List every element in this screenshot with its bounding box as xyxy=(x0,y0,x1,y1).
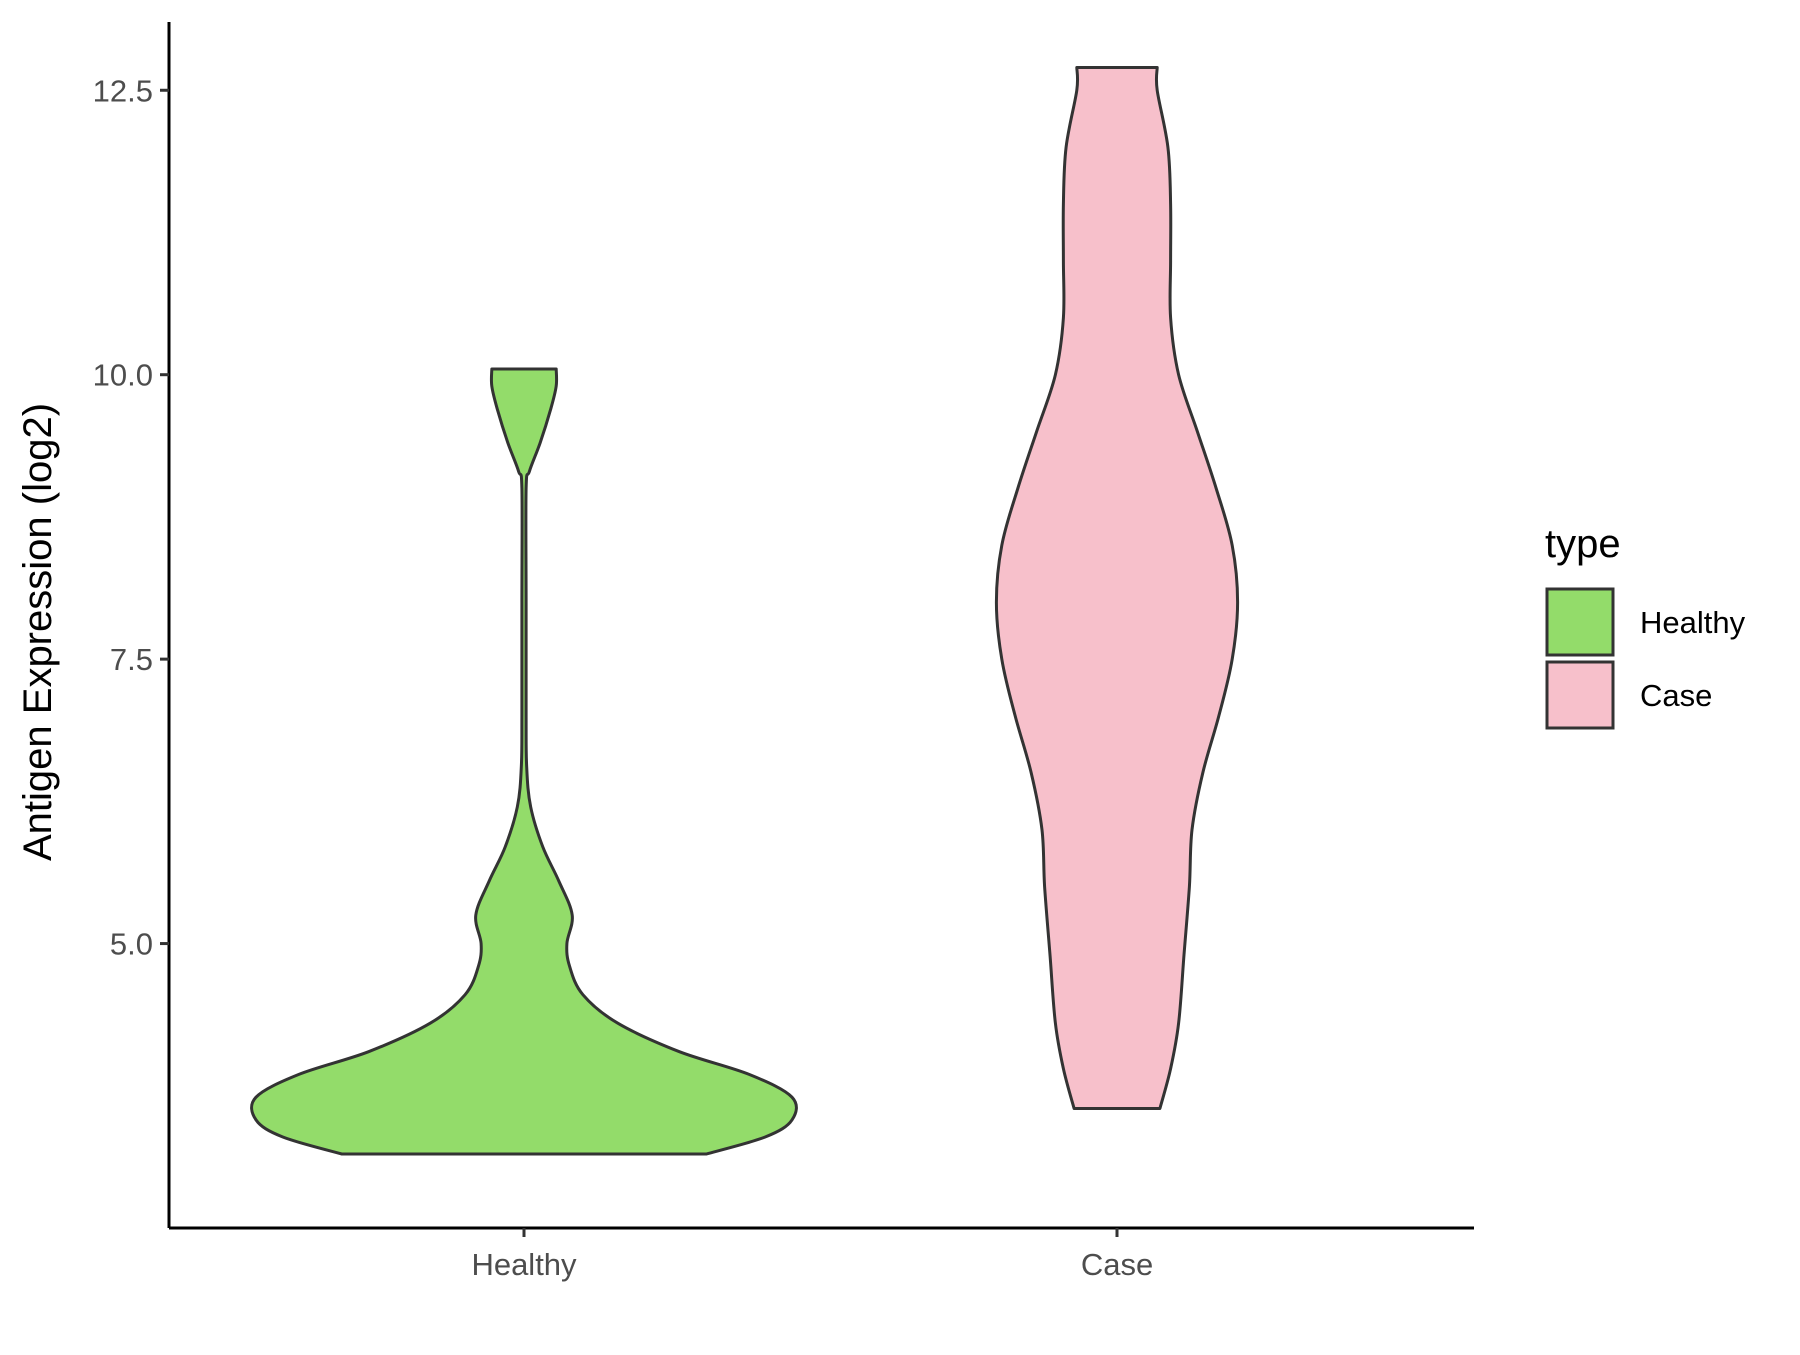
legend-title: type xyxy=(1545,522,1621,566)
y-tick-label: 7.5 xyxy=(110,642,153,677)
y-tick-label: 12.5 xyxy=(93,73,153,108)
x-tick-label: Case xyxy=(1081,1247,1153,1282)
legend-label-case: Case xyxy=(1640,678,1712,713)
y-axis-title: Antigen Expression (log2) xyxy=(16,403,60,861)
y-tick-label: 5.0 xyxy=(110,927,153,962)
y-tick-label: 10.0 xyxy=(93,358,153,393)
violin-healthy xyxy=(250,367,798,1156)
x-tick-label: Healthy xyxy=(471,1247,577,1282)
legend-label-healthy: Healthy xyxy=(1640,605,1746,640)
violin-layer xyxy=(250,66,1240,1156)
legend: type Healthy Case xyxy=(1545,522,1746,730)
violin-case xyxy=(994,66,1240,1111)
axes-layer: 5.0 7.5 10.0 12.5 Healthy Case xyxy=(93,22,1474,1282)
legend-key-healthy xyxy=(1545,587,1615,657)
legend-key-case xyxy=(1545,660,1615,730)
